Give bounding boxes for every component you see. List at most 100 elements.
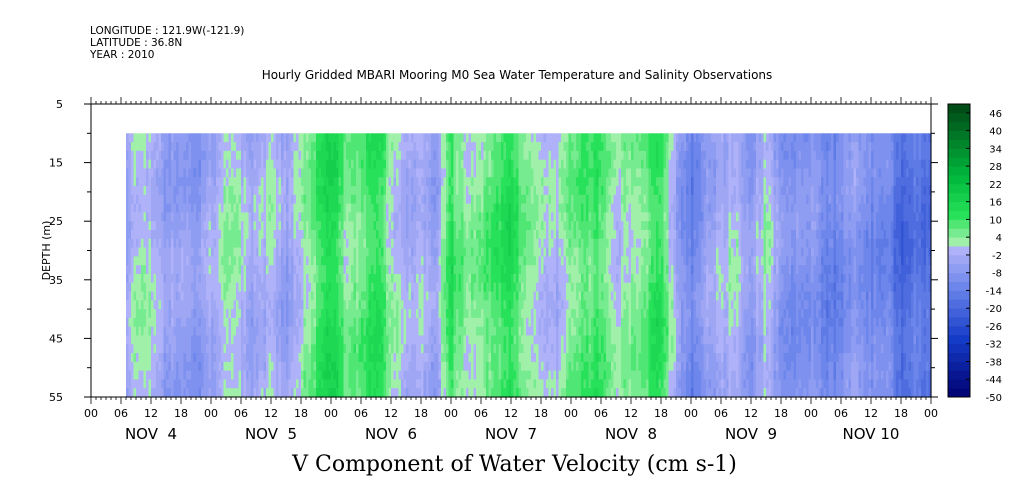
heatmap-cell [336,177,340,187]
heatmap-cell [231,150,235,161]
heatmap-cell [501,177,505,187]
heatmap-cell [371,361,375,372]
heatmap-cell [258,150,262,161]
heatmap-cell [156,168,160,178]
heatmap-cell [191,273,195,284]
heatmap-cell [311,168,315,178]
heatmap-cell [421,256,425,266]
heatmap-cell [468,291,472,301]
heatmap-cell [358,221,362,231]
heatmap-cell [216,273,220,284]
heatmap-cell [231,221,235,231]
heatmap-cell [226,238,230,249]
heatmap-cell [221,221,225,231]
heatmap-cell [468,150,472,161]
heatmap-cell [441,133,445,143]
heatmap-cell [156,282,160,293]
heatmap-cell [383,361,387,372]
heatmap-cell [288,212,292,222]
heatmap-cell [306,203,310,214]
heatmap-cell [451,177,455,187]
heatmap-cell [228,150,232,161]
heatmap-cell [191,291,195,301]
heatmap-cell [133,186,137,196]
heatmap-cell [426,212,430,222]
heatmap-cell [201,326,205,337]
heatmap-cell [138,133,142,143]
heatmap-cell [403,335,407,345]
heatmap-cell [148,353,152,363]
heatmap-cell [473,282,477,293]
heatmap-cell [141,273,145,284]
heatmap-cell [348,221,352,231]
heatmap-cell [126,300,130,310]
heatmap-cell [296,291,300,301]
heatmap-cell [421,177,425,187]
heatmap-cell [151,353,155,363]
heatmap-cell [493,388,497,398]
heatmap-cell [298,194,302,205]
heatmap-cell [296,212,300,222]
heatmap-cell [353,291,357,301]
heatmap-cell [146,370,150,381]
heatmap-cell [291,203,295,214]
heatmap-cell [288,194,292,205]
heatmap-cell [386,344,390,354]
heatmap-cell [281,353,285,363]
heatmap-cell [266,168,270,178]
heatmap-cell [413,247,417,257]
heatmap-cell [446,309,450,319]
heatmap-cell [271,168,275,178]
heatmap-cell [173,177,177,187]
heatmap-cell [273,300,277,310]
heatmap-cell [198,379,202,389]
heatmap-cell [456,256,460,266]
heatmap-cell [278,168,282,178]
heatmap-cell [481,221,485,231]
heatmap-cell [306,247,310,257]
heatmap-cell [333,265,337,275]
heatmap-cell [438,353,442,363]
heatmap-cell [253,335,257,345]
heatmap-cell [303,212,307,222]
heatmap-cell [268,291,272,301]
heatmap-cell [303,291,307,301]
heatmap-cell [491,291,495,301]
heatmap-cell [171,309,175,319]
heatmap-cell [223,221,227,231]
heatmap-cell [171,168,175,178]
heatmap-cell [443,159,447,170]
heatmap-cell [511,300,515,310]
heatmap-cell [216,291,220,301]
heatmap-cell [358,291,362,301]
heatmap-cell [513,168,517,178]
heatmap-cell [298,265,302,275]
heatmap-cell [391,159,395,170]
heatmap-cell [133,150,137,161]
heatmap-cell [148,238,152,249]
heatmap-cell [388,133,392,143]
heatmap-cell [131,291,135,301]
heatmap-cell [433,317,437,328]
heatmap-cell [496,291,500,301]
heatmap-cell [473,370,477,381]
heatmap-cell [306,353,310,363]
heatmap-cell [403,150,407,161]
heatmap-cell [318,142,322,152]
heatmap-cell [213,388,217,398]
heatmap-cell [511,168,515,178]
heatmap-cell [181,247,185,257]
heatmap-cell [453,177,457,187]
heatmap-cell [333,177,337,187]
heatmap-cell [396,247,400,257]
heatmap-cell [313,256,317,266]
heatmap-cell [251,388,255,398]
heatmap-cell [383,300,387,310]
heatmap-cell [436,317,440,328]
heatmap-cell [221,282,225,293]
heatmap-cell [158,238,162,249]
heatmap-cell [476,221,480,231]
heatmap-cell [243,212,247,222]
heatmap-cell [163,326,167,337]
heatmap-cell [341,194,345,205]
